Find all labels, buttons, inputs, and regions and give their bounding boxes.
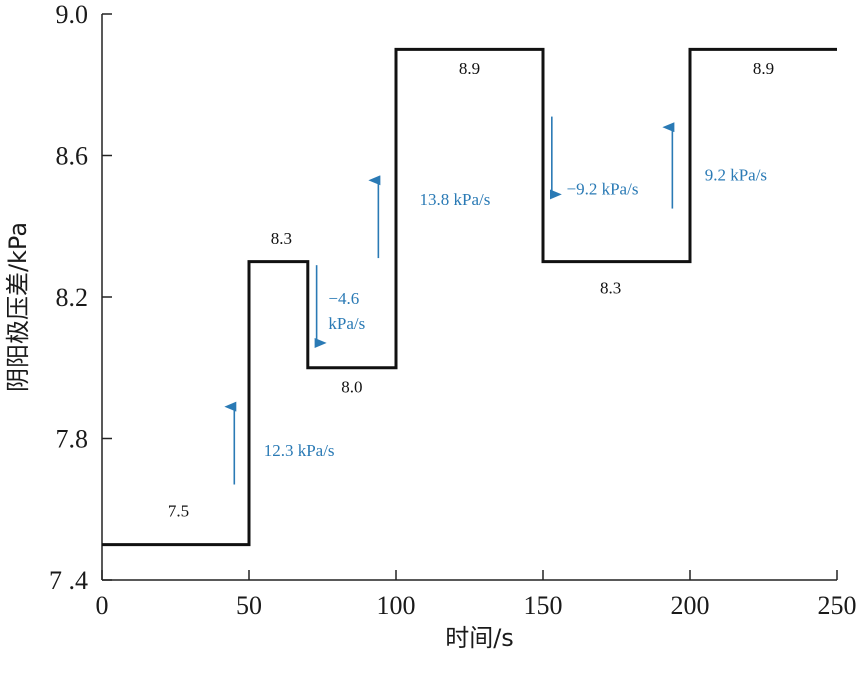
- step-value-label: 8.9: [753, 59, 774, 78]
- step-value-label: 8.9: [459, 59, 480, 78]
- series-line: [102, 47, 837, 547]
- rate-label: −9.2 kPa/s: [567, 179, 639, 198]
- y-tick-label: 8.2: [56, 283, 89, 312]
- x-axis-title: 时间/s: [445, 624, 514, 652]
- x-tick-label: 50: [236, 591, 262, 620]
- step-value-label: 8.3: [600, 278, 621, 297]
- annotations: 7.5 8.3 8.0 8.9 8.3 8.9 12.3 kPa/s −4.6 kPa/s 13.…: [168, 59, 774, 520]
- step-value-label: 8.3: [271, 229, 292, 248]
- step-value-label: 8.0: [341, 378, 362, 397]
- y-axis-title: 阴阳极压差/kPa: [4, 222, 32, 392]
- rate-label: kPa/s: [328, 314, 365, 333]
- rate-label: 12.3 kPa/s: [264, 441, 335, 460]
- x-tick-label: 150: [524, 591, 563, 620]
- rate-label: 13.8 kPa/s: [420, 190, 491, 209]
- y-tick-label: 9.0: [56, 0, 89, 29]
- step-value-label: 7.5: [168, 501, 189, 520]
- rate-label: −4.6: [328, 289, 359, 308]
- x-tick-label: 0: [96, 591, 109, 620]
- series-layer: [102, 47, 837, 547]
- axes: 0 50 100 150 200 250 7 .4 7.8 8.2 8.6 9.0 时间/s 阴阳极压差…: [4, 0, 857, 652]
- x-tick-label: 100: [377, 591, 416, 620]
- y-tick-label: 8.6: [56, 142, 89, 171]
- x-tick-label: 200: [671, 591, 710, 620]
- rate-label: 9.2 kPa/s: [705, 165, 767, 184]
- y-tick-label: 7.8: [56, 425, 89, 454]
- x-tick-label: 250: [818, 591, 857, 620]
- y-tick-label: 7 .4: [49, 566, 88, 595]
